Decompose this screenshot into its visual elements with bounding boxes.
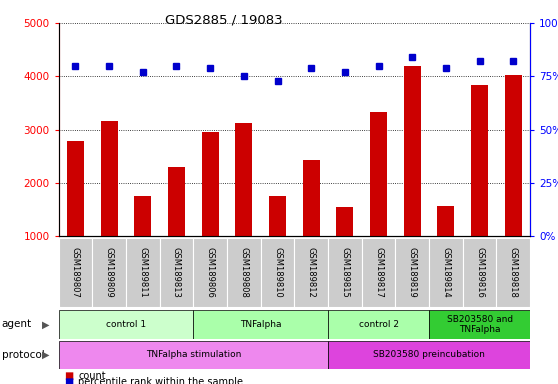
Bar	[261, 238, 295, 307]
Text: GSM189812: GSM189812	[307, 247, 316, 298]
Text: GSM189810: GSM189810	[273, 247, 282, 298]
Text: GSM189817: GSM189817	[374, 247, 383, 298]
Text: GSM189807: GSM189807	[71, 247, 80, 298]
Bar	[193, 238, 227, 307]
Bar	[193, 310, 328, 339]
Text: count: count	[78, 371, 106, 381]
Text: control 2: control 2	[359, 320, 398, 329]
Bar	[328, 238, 362, 307]
Bar	[92, 238, 126, 307]
Text: GSM189816: GSM189816	[475, 247, 484, 298]
Text: agent: agent	[2, 319, 32, 329]
Bar	[429, 310, 530, 339]
Text: ■: ■	[64, 377, 74, 384]
Text: GDS2885 / 19083: GDS2885 / 19083	[165, 13, 282, 26]
Bar	[463, 238, 497, 307]
Bar	[59, 341, 328, 369]
Text: GSM189814: GSM189814	[441, 247, 450, 298]
Text: TNFalpha stimulation: TNFalpha stimulation	[146, 350, 241, 359]
Bar	[505, 75, 522, 236]
Bar	[235, 122, 252, 236]
Bar	[497, 238, 530, 307]
Text: GSM189819: GSM189819	[408, 247, 417, 298]
Text: GSM189809: GSM189809	[104, 247, 114, 298]
Bar	[100, 121, 118, 236]
Bar	[362, 238, 396, 307]
Text: SB203580 preincubation: SB203580 preincubation	[373, 350, 485, 359]
Text: percentile rank within the sample: percentile rank within the sample	[78, 377, 243, 384]
Text: ▶: ▶	[42, 350, 50, 360]
Text: SB203580 and
TNFalpha: SB203580 and TNFalpha	[446, 314, 513, 334]
Bar	[370, 112, 387, 236]
Bar	[126, 238, 160, 307]
Bar	[134, 196, 151, 236]
Text: GSM189808: GSM189808	[239, 247, 248, 298]
Bar	[227, 238, 261, 307]
Bar	[336, 207, 353, 236]
Bar	[269, 196, 286, 236]
Text: GSM189811: GSM189811	[138, 247, 147, 298]
Bar	[295, 238, 328, 307]
Bar	[396, 238, 429, 307]
Text: protocol: protocol	[2, 350, 45, 360]
Text: GSM189818: GSM189818	[509, 247, 518, 298]
Text: ▶: ▶	[42, 319, 50, 329]
Text: GSM189815: GSM189815	[340, 247, 349, 298]
Text: control 1: control 1	[106, 320, 146, 329]
Bar	[328, 341, 530, 369]
Bar	[404, 66, 421, 236]
Bar	[437, 206, 454, 236]
Text: ■: ■	[64, 371, 74, 381]
Bar	[303, 160, 320, 236]
Text: GSM189813: GSM189813	[172, 247, 181, 298]
Bar	[67, 141, 84, 236]
Text: GSM189806: GSM189806	[206, 247, 215, 298]
Bar	[429, 238, 463, 307]
Bar	[168, 167, 185, 236]
Bar	[59, 310, 193, 339]
Bar	[59, 238, 92, 307]
Bar	[202, 132, 219, 236]
Bar	[328, 310, 429, 339]
Bar	[471, 85, 488, 236]
Bar	[160, 238, 193, 307]
Text: TNFalpha: TNFalpha	[240, 320, 281, 329]
